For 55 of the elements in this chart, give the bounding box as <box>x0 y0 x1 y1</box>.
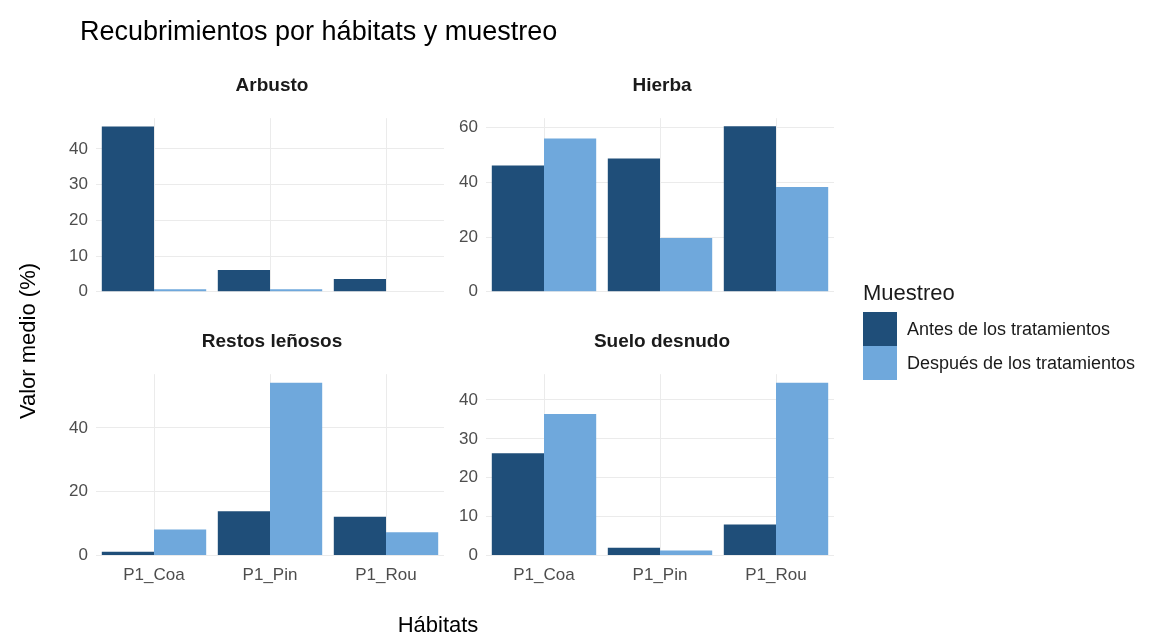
y-tick-label: 20 <box>69 481 88 501</box>
bar <box>776 187 829 292</box>
bar <box>333 278 386 292</box>
bar <box>217 270 270 292</box>
x-tick-label: P1_Coa <box>513 565 576 585</box>
y-tick-label: 20 <box>459 467 478 487</box>
x-tick-label: P1_Rou <box>745 565 807 585</box>
x-tick-label: P1_Rou <box>355 565 417 585</box>
y-tick-label: 0 <box>78 545 88 565</box>
y-tick-label: 20 <box>69 210 88 230</box>
y-tick-label: 0 <box>78 281 88 301</box>
legend-label: Antes de los tratamientos <box>907 318 1111 340</box>
bar <box>491 453 544 556</box>
bar <box>607 158 660 292</box>
bar <box>544 413 597 556</box>
text: Recubrimientos por hábitats y muestreo <box>80 16 558 47</box>
bar <box>607 547 660 556</box>
bar <box>333 516 386 556</box>
y-tick-label: 40 <box>69 138 88 158</box>
bar <box>217 511 270 556</box>
bar <box>101 126 154 292</box>
chart-title: Restos leñosos <box>200 330 344 353</box>
x-tick-label: P1_Pin <box>242 565 298 585</box>
y-tick-label: 30 <box>69 174 88 194</box>
bar <box>491 165 544 292</box>
x-axis-title: Hábitats <box>396 612 480 638</box>
y-tick-label: 0 <box>468 545 478 565</box>
chart-title: Hierba <box>631 74 693 97</box>
bar <box>723 126 776 292</box>
bar <box>270 289 323 292</box>
bar <box>386 532 439 556</box>
y-axis-title: Valor medio (%) <box>15 261 41 422</box>
y-tick-label: 60 <box>459 117 478 137</box>
x-tick-label: P1_Coa <box>123 565 186 585</box>
bar <box>544 138 597 292</box>
y-tick-label: 0 <box>468 281 478 301</box>
legend-label: Después de los tratamientos <box>907 352 1136 374</box>
y-tick-label: 30 <box>459 428 478 448</box>
legend-title: Muestreo <box>863 280 956 306</box>
bar <box>270 382 323 556</box>
y-tick-label: 20 <box>459 226 478 246</box>
chart-title: Suelo desnudo <box>592 330 732 353</box>
bar <box>660 237 713 292</box>
bar <box>154 529 207 556</box>
bar <box>101 551 154 556</box>
y-tick-label: 40 <box>459 389 478 409</box>
bar <box>776 382 829 556</box>
y-tick-label: 40 <box>69 417 88 437</box>
bar <box>154 289 207 292</box>
y-tick-label: 40 <box>459 172 478 192</box>
y-tick-label: 10 <box>459 506 478 526</box>
chart-title: Arbusto <box>234 74 310 97</box>
y-tick-label: 10 <box>69 245 88 265</box>
x-tick-label: P1_Pin <box>632 565 688 585</box>
bar <box>723 524 776 556</box>
